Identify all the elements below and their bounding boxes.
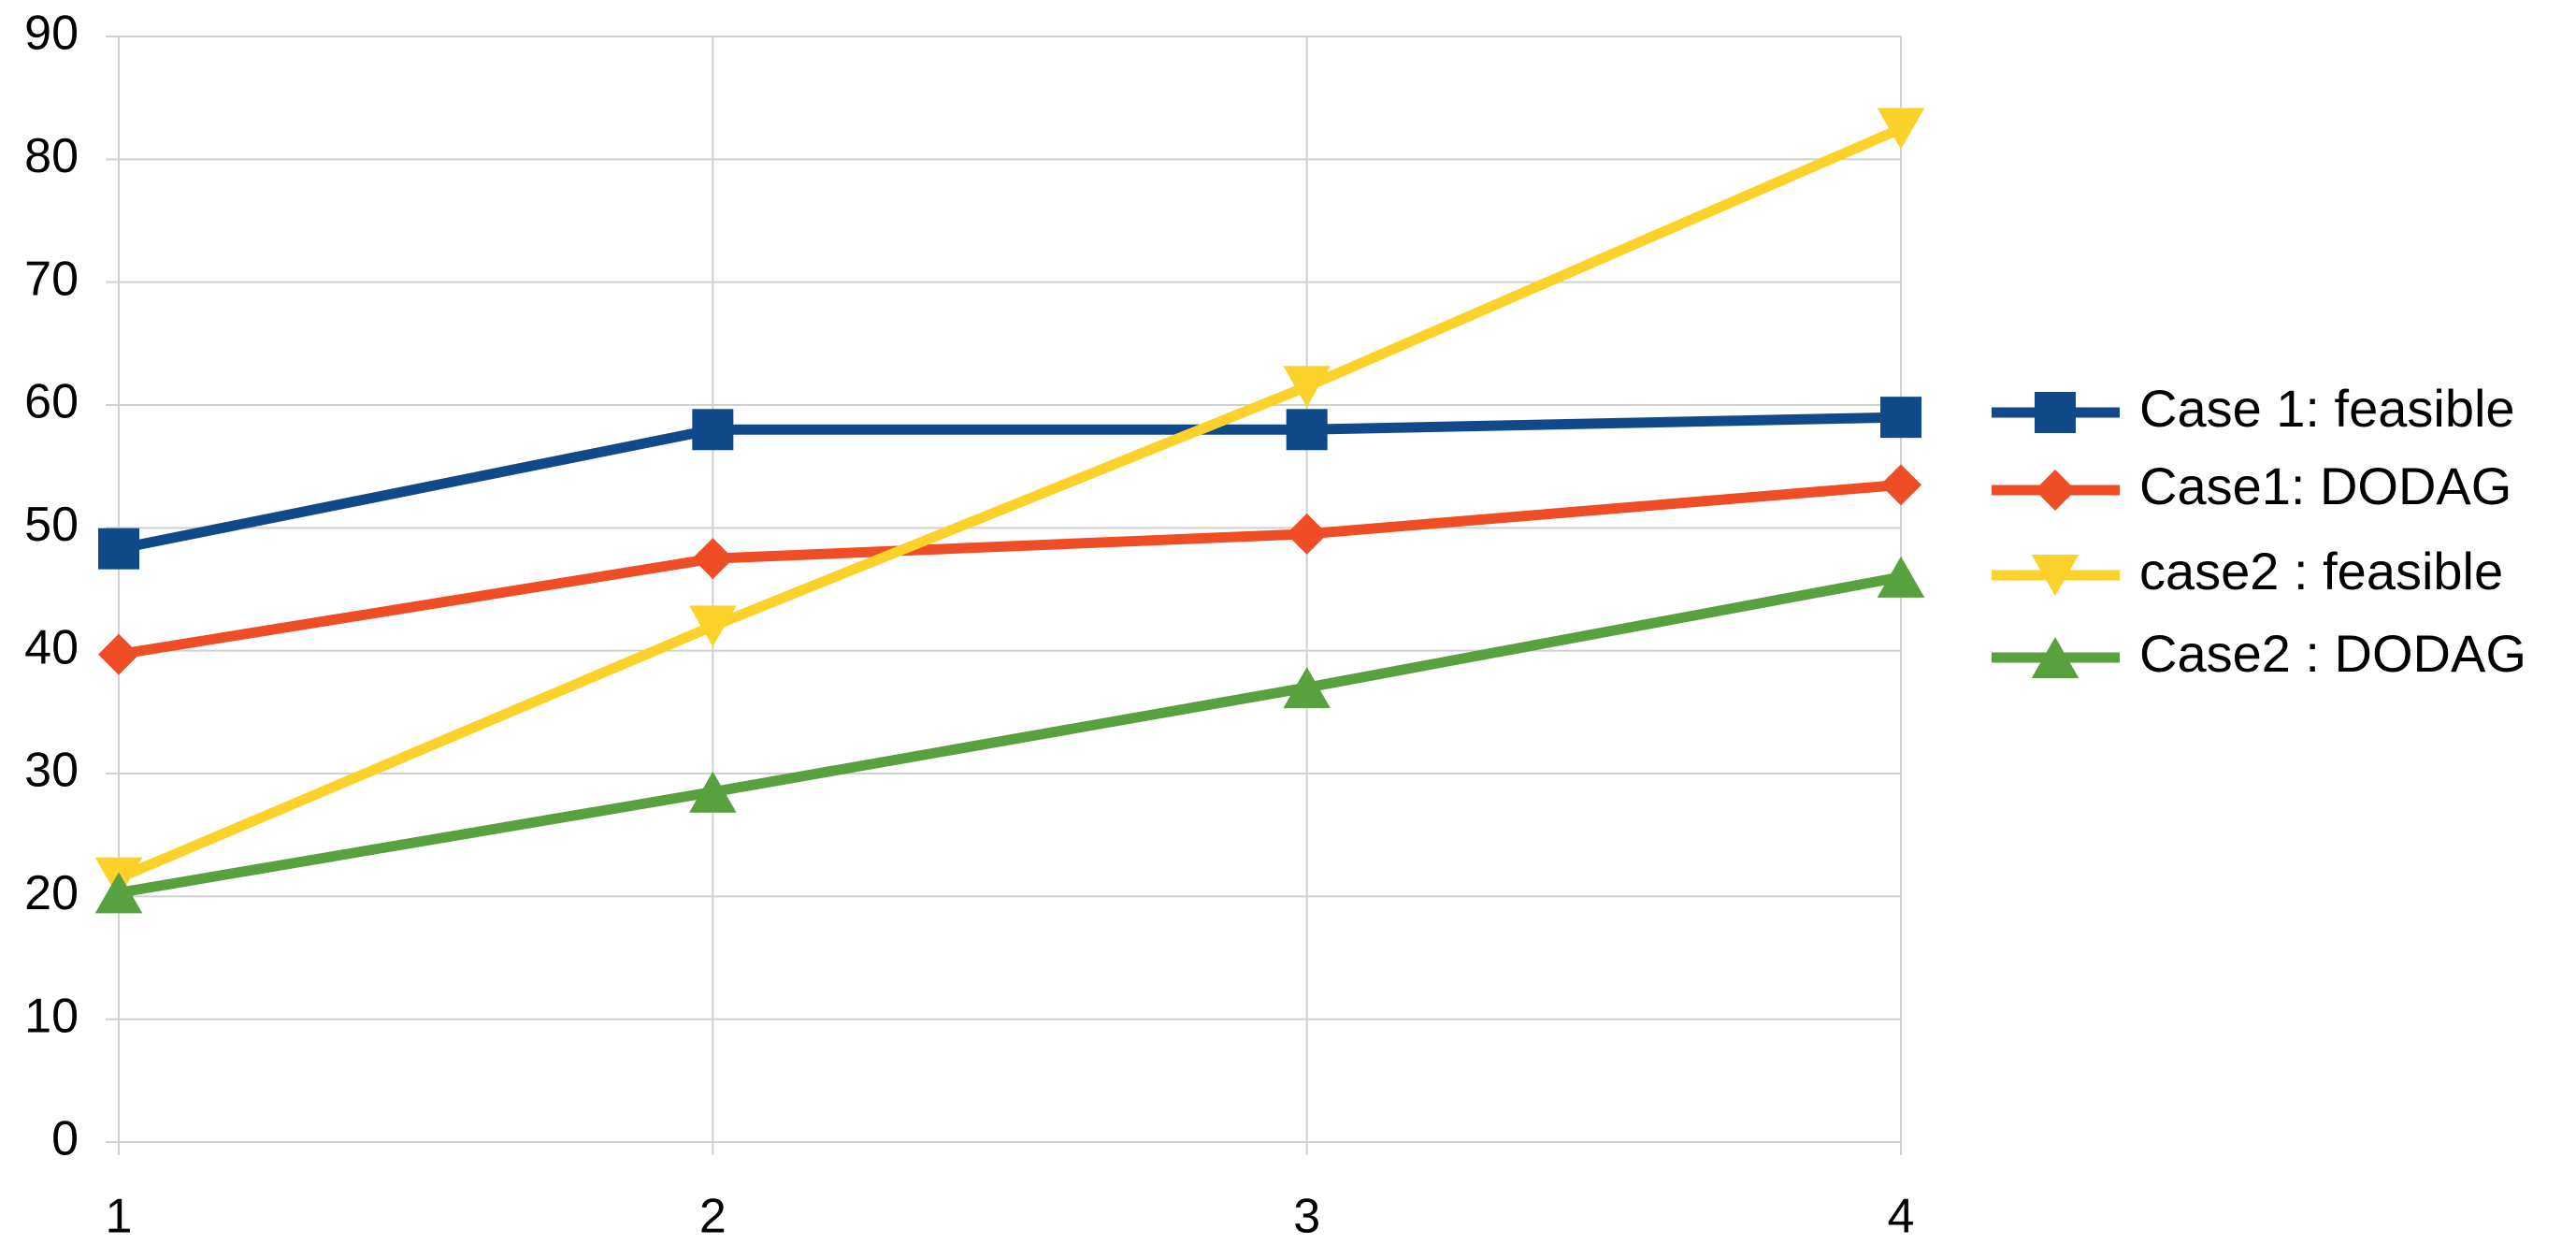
y-tick-label: 40 <box>24 620 79 674</box>
legend-marker <box>2035 470 2076 511</box>
data-point <box>98 528 139 570</box>
data-point <box>689 771 737 813</box>
data-point <box>94 872 143 914</box>
x-tick-label: 2 <box>699 1190 727 1244</box>
data-point <box>1880 464 1921 506</box>
legend-label: Case 1: feasible <box>2139 379 2515 438</box>
legend-marker <box>2035 392 2076 433</box>
legend-label: case2 : feasible <box>2139 542 2503 601</box>
legend-label: Case2 : DODAG <box>2139 624 2526 683</box>
data-point <box>1877 108 1925 150</box>
y-tick-label: 0 <box>51 1112 79 1166</box>
data-point <box>692 409 734 451</box>
data-point <box>1877 556 1925 598</box>
series-line <box>116 123 1904 883</box>
data-point <box>1286 513 1328 555</box>
x-tick-label: 3 <box>1293 1190 1320 1244</box>
data-point <box>692 538 734 580</box>
x-tick-label: 1 <box>106 1190 133 1244</box>
data-point <box>689 605 737 647</box>
y-tick-label: 60 <box>24 375 79 429</box>
y-tick-label: 30 <box>24 744 79 798</box>
series-line <box>118 572 1903 898</box>
series-line <box>118 479 1902 660</box>
legend-marker <box>2031 555 2080 596</box>
data-point <box>1880 397 1921 439</box>
legend-marker <box>2031 637 2080 678</box>
y-tick-label: 20 <box>24 866 79 920</box>
data-point <box>98 633 139 675</box>
legend-label: Case1: DODAG <box>2139 456 2511 515</box>
x-tick-label: 4 <box>1888 1190 1915 1244</box>
data-point <box>1283 366 1331 408</box>
data-point <box>1283 667 1331 709</box>
y-tick-label: 80 <box>24 129 79 183</box>
y-tick-label: 50 <box>24 498 79 552</box>
data-point <box>1286 409 1328 451</box>
y-tick-label: 90 <box>24 7 79 61</box>
y-tick-label: 10 <box>24 989 79 1043</box>
y-tick-label: 70 <box>24 252 79 306</box>
series-line <box>117 412 1902 555</box>
